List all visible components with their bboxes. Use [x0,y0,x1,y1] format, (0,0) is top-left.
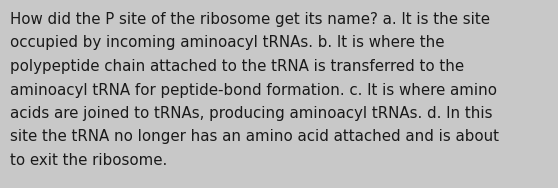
Text: polypeptide chain attached to the tRNA is transferred to the: polypeptide chain attached to the tRNA i… [10,59,464,74]
Text: aminoacyl tRNA for peptide-bond formation. c. It is where amino: aminoacyl tRNA for peptide-bond formatio… [10,83,497,98]
Text: to exit the ribosome.: to exit the ribosome. [10,153,167,168]
Text: acids are joined to tRNAs, producing aminoacyl tRNAs. d. In this: acids are joined to tRNAs, producing ami… [10,106,493,121]
Text: How did the P site of the ribosome get its name? a. It is the site: How did the P site of the ribosome get i… [10,12,490,27]
Text: occupied by incoming aminoacyl tRNAs. b. It is where the: occupied by incoming aminoacyl tRNAs. b.… [10,36,445,51]
Text: site the tRNA no longer has an amino acid attached and is about: site the tRNA no longer has an amino aci… [10,130,499,145]
